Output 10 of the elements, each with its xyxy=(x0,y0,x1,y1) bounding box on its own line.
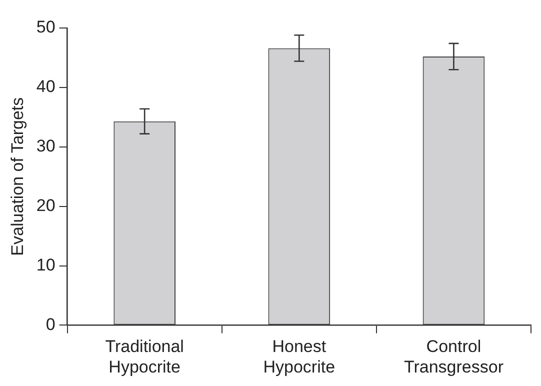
x-tick-label: Traditional Hypocrite xyxy=(105,337,184,376)
y-axis-title: Evaluation of Targets xyxy=(8,97,27,256)
y-tick-label: 50 xyxy=(36,18,56,37)
y-tick-label: 10 xyxy=(36,255,56,274)
x-tick-label: Control Transgressor xyxy=(404,337,504,376)
x-tick-label: Honest Hypocrite xyxy=(263,337,336,376)
y-tick-label: 30 xyxy=(36,136,56,156)
y-tick-label: 0 xyxy=(46,314,56,334)
y-tick-label: 40 xyxy=(36,77,56,96)
y-tick-label: 20 xyxy=(36,196,56,216)
